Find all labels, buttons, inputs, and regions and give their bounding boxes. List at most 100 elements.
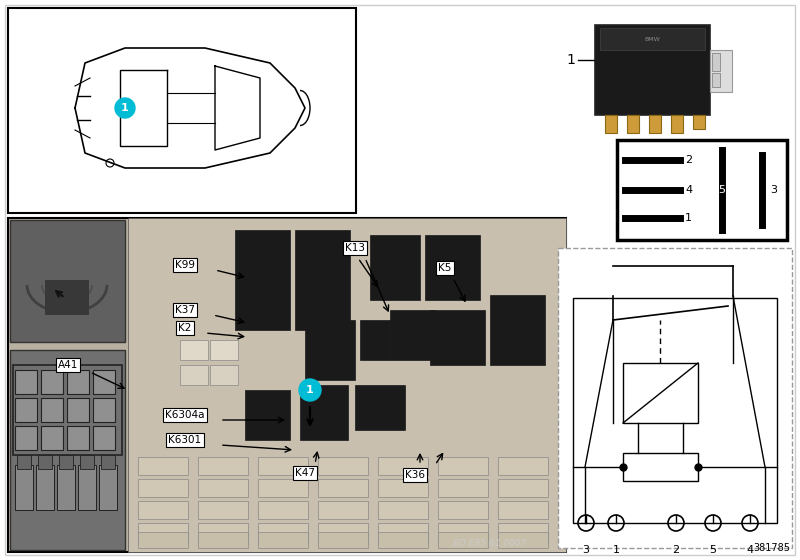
Bar: [80, 455, 94, 469]
Bar: [210, 365, 238, 385]
Bar: [198, 457, 248, 475]
Bar: [438, 479, 488, 497]
Bar: [438, 532, 488, 548]
Bar: [45, 280, 89, 315]
Bar: [138, 457, 188, 475]
Text: K13: K13: [345, 243, 365, 253]
Bar: [67, 398, 89, 422]
Bar: [36, 465, 54, 510]
Bar: [67, 370, 89, 394]
Text: 3: 3: [582, 545, 590, 555]
Bar: [318, 523, 368, 541]
Bar: [623, 363, 698, 423]
Bar: [15, 370, 37, 394]
Text: 4: 4: [746, 545, 754, 555]
Bar: [623, 453, 698, 481]
Bar: [360, 320, 390, 360]
Bar: [390, 310, 435, 360]
Text: K2: K2: [178, 323, 192, 333]
Bar: [430, 310, 485, 365]
Circle shape: [299, 379, 321, 401]
Bar: [370, 235, 420, 300]
Text: K99: K99: [175, 260, 195, 270]
Bar: [318, 457, 368, 475]
Bar: [378, 532, 428, 548]
Bar: [15, 426, 37, 450]
Bar: [498, 532, 548, 548]
Text: 1: 1: [685, 213, 692, 223]
Bar: [41, 426, 63, 450]
Bar: [649, 115, 661, 133]
Bar: [128, 218, 566, 552]
Bar: [138, 501, 188, 519]
Text: 5: 5: [718, 185, 726, 195]
Bar: [318, 501, 368, 519]
Bar: [438, 523, 488, 541]
Bar: [10, 350, 125, 550]
Bar: [93, 370, 115, 394]
Text: BMW: BMW: [645, 36, 660, 41]
Bar: [305, 320, 355, 380]
Bar: [425, 235, 480, 300]
Bar: [712, 73, 720, 87]
Bar: [258, 532, 308, 548]
Bar: [498, 523, 548, 541]
Bar: [180, 365, 208, 385]
Bar: [258, 457, 308, 475]
Bar: [378, 523, 428, 541]
Bar: [595, 25, 710, 115]
Text: EO E85 61 0007: EO E85 61 0007: [454, 539, 526, 548]
Bar: [235, 230, 290, 330]
Bar: [67, 426, 89, 450]
Text: 5: 5: [710, 545, 717, 555]
Bar: [318, 532, 368, 548]
Bar: [210, 340, 238, 360]
Text: K37: K37: [175, 305, 195, 315]
Circle shape: [115, 98, 135, 118]
Text: K47: K47: [295, 468, 315, 478]
Bar: [198, 479, 248, 497]
Bar: [300, 385, 348, 440]
Bar: [198, 523, 248, 541]
Bar: [8, 8, 356, 213]
Bar: [318, 479, 368, 497]
Bar: [8, 218, 566, 552]
Bar: [41, 370, 63, 394]
Bar: [78, 465, 96, 510]
Bar: [498, 501, 548, 519]
Bar: [138, 523, 188, 541]
Bar: [198, 501, 248, 519]
Bar: [180, 340, 208, 360]
Text: 2: 2: [685, 155, 692, 165]
Bar: [671, 115, 683, 133]
Bar: [693, 115, 705, 129]
Text: 381785: 381785: [753, 543, 790, 553]
Bar: [258, 501, 308, 519]
Bar: [59, 455, 73, 469]
Bar: [490, 295, 545, 365]
Text: K6301: K6301: [169, 435, 202, 445]
Bar: [295, 230, 350, 330]
Text: 1: 1: [613, 545, 619, 555]
Bar: [101, 455, 115, 469]
Text: 1: 1: [306, 385, 314, 395]
Bar: [558, 248, 792, 548]
Bar: [378, 479, 428, 497]
Bar: [710, 50, 732, 92]
Text: 1: 1: [121, 103, 129, 113]
Bar: [15, 465, 33, 510]
Bar: [41, 398, 63, 422]
Text: 3: 3: [770, 185, 777, 195]
Bar: [378, 501, 428, 519]
Bar: [573, 298, 777, 523]
Bar: [13, 365, 122, 455]
Bar: [245, 390, 290, 440]
Bar: [93, 426, 115, 450]
Bar: [17, 455, 31, 469]
Bar: [258, 523, 308, 541]
Text: 4: 4: [685, 185, 692, 195]
Text: A41: A41: [58, 360, 78, 370]
Bar: [10, 220, 125, 342]
Bar: [38, 455, 52, 469]
Bar: [438, 457, 488, 475]
